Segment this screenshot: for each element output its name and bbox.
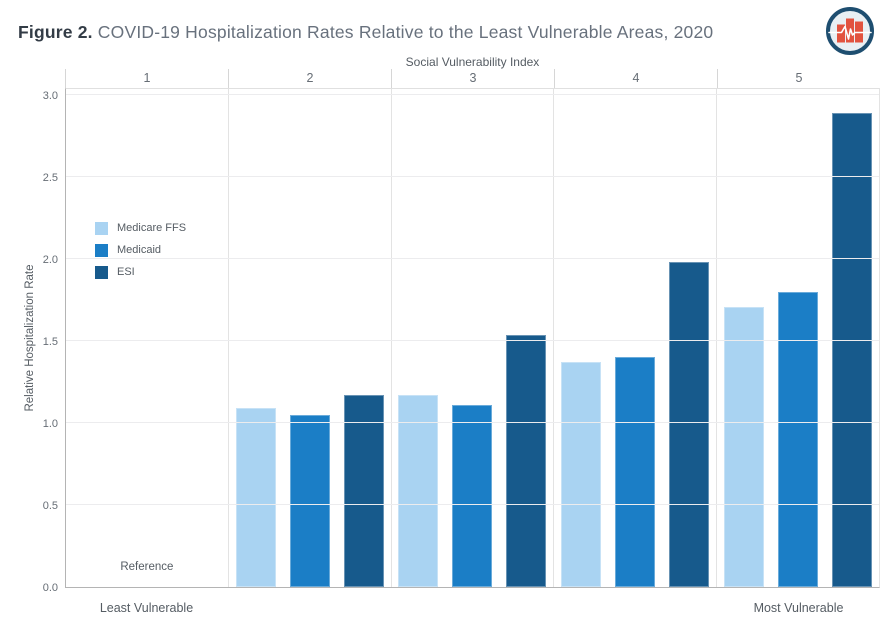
y-tick-label: 2.0: [42, 254, 58, 266]
grid-line: [66, 258, 879, 259]
legend-label: Medicare FFS: [117, 222, 187, 234]
svi-category-label: 3: [391, 69, 554, 88]
figure-title-prefix: Figure 2.: [18, 22, 93, 42]
svi-category-label: 2: [228, 69, 391, 88]
bar-medicaid-svi2: [289, 415, 330, 587]
x-axis-label-most-vulnerable: Most Vulnerable: [753, 601, 844, 615]
figure-title-text: COVID-19 Hospitalization Rates Relative …: [92, 22, 714, 42]
bar-medicaid-svi5: [778, 292, 819, 587]
y-tick-label: 2.5: [42, 172, 58, 184]
plot-area: Reference Medicare FFS Medicaid ESI: [65, 88, 880, 588]
grid-line: [66, 422, 879, 423]
plot-columns: Reference: [66, 89, 879, 587]
grid-line: [66, 94, 879, 95]
bar-esi-svi5: [832, 113, 873, 587]
legend-label: ESI: [117, 266, 135, 278]
reference-label: Reference: [120, 561, 174, 573]
y-tick-label: 3.0: [42, 90, 58, 102]
chart: Relative Hospitalization Rate 0.0 0.5 1.0 1…: [0, 55, 882, 622]
y-tick-label: 0.0: [42, 582, 58, 594]
legend: Medicare FFS Medicaid ESI: [95, 217, 186, 283]
y-tick-label: 0.5: [42, 500, 58, 512]
chart-column-svi-2: [227, 89, 391, 587]
legend-swatch: [95, 221, 108, 235]
chart-column-svi-5: [716, 89, 879, 587]
grid-line: [66, 176, 879, 177]
x-axis-label-least-vulnerable: Least Vulnerable: [99, 601, 194, 615]
figure-title: Figure 2. COVID-19 Hospitalization Rates…: [18, 22, 713, 43]
bar-medicare-ffs-svi5: [724, 307, 765, 587]
legend-item-medicaid: Medicaid: [95, 239, 186, 261]
legend-swatch: [95, 243, 108, 257]
chart-column-svi-4: [553, 89, 716, 587]
bar-medicare-ffs-svi2: [235, 408, 276, 587]
bar-medicaid-svi4: [615, 357, 656, 587]
pulse-bar-chart-logo-icon: [826, 7, 874, 55]
svi-category-label: 1: [143, 71, 151, 85]
grid-line: [66, 340, 879, 341]
y-tick-label: 1.5: [42, 336, 58, 348]
legend-item-medicare-ffs: Medicare FFS: [95, 217, 186, 239]
svi-category-label: 4: [554, 69, 717, 88]
grid-line: [66, 504, 879, 505]
bar-medicaid-svi3: [452, 405, 493, 587]
legend-label: Medicaid: [117, 244, 162, 256]
bar-esi-svi3: [506, 335, 547, 587]
y-axis-tick-labels: 0.0 0.5 1.0 1.5 2.0 2.5 3.0: [0, 88, 58, 594]
bar-esi-svi4: [669, 262, 710, 587]
chart-column-svi-3: [390, 89, 554, 587]
svi-category-label: 5: [717, 69, 880, 88]
y-tick-label: 1.0: [42, 418, 58, 430]
bar-esi-svi2: [343, 395, 384, 587]
legend-swatch: [95, 265, 108, 279]
legend-item-esi: ESI: [95, 261, 186, 283]
top-axis-title: Social Vulnerability Index: [405, 55, 540, 69]
chart-column-svi-1: Reference: [66, 89, 228, 587]
bar-medicare-ffs-svi4: [561, 362, 602, 587]
bar-medicare-ffs-svi3: [398, 395, 439, 587]
